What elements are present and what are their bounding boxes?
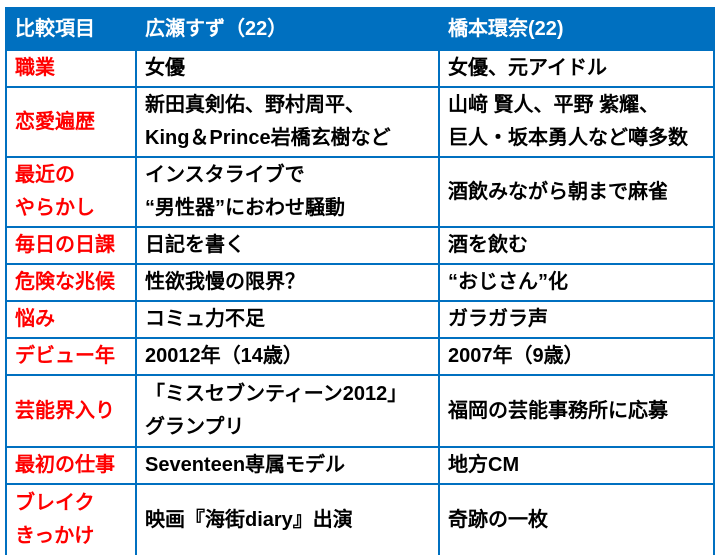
table-row: 悩み コミュ力不足 ガラガラ声 xyxy=(5,300,715,339)
suzu-value-cell: 女優 xyxy=(135,49,440,88)
row-label-cell: 最初の仕事 xyxy=(5,446,137,485)
header-compare-item: 比較項目 xyxy=(5,7,137,51)
table-row: 危険な兆候 性欲我慢の限界？ “おじさん”化 xyxy=(5,263,715,302)
row-label-cell: デビュー年 xyxy=(5,337,137,376)
table-row: 最初の仕事 Seventeen専属モデル 地方CM xyxy=(5,446,715,485)
row-label-cell: 恋愛遍歴 xyxy=(5,86,137,158)
kanna-value-cell: “おじさん”化 xyxy=(438,263,715,302)
suzu-value-cell: インスタライブで “男性器”におわせ騒動 xyxy=(135,156,440,228)
table-row: デビュー年 20012年（14歳） 2007年（9歳） xyxy=(5,337,715,376)
row-label-cell: 芸能界入り xyxy=(5,374,137,448)
row-label-cell: 職業 xyxy=(5,49,137,88)
kanna-value-cell: 女優、元アイドル xyxy=(438,49,715,88)
kanna-value-cell: 山﨑 賢人、平野 紫耀、 巨人・坂本勇人など噂多数 xyxy=(438,86,715,158)
suzu-value-cell: 性欲我慢の限界？ xyxy=(135,263,440,302)
row-label-cell: 悩み xyxy=(5,300,137,339)
kanna-value-cell: ガラガラ声 xyxy=(438,300,715,339)
row-label-cell: 毎日の日課 xyxy=(5,226,137,265)
suzu-value-cell: 映画『海街diary』出演 xyxy=(135,483,440,555)
row-label-cell: 危険な兆候 xyxy=(5,263,137,302)
kanna-value-cell: 福岡の芸能事務所に応募 xyxy=(438,374,715,448)
suzu-value-cell: 日記を書く xyxy=(135,226,440,265)
suzu-value-cell: 新田真剣佑、野村周平、 King＆Prince岩橋玄樹など xyxy=(135,86,440,158)
table-row: 毎日の日課 日記を書く 酒を飲む xyxy=(5,226,715,265)
table-row: 恋愛遍歴 新田真剣佑、野村周平、 King＆Prince岩橋玄樹など 山﨑 賢人… xyxy=(5,86,715,158)
kanna-value-cell: 酒飲みながら朝まで麻雀 xyxy=(438,156,715,228)
suzu-value-cell: コミュ力不足 xyxy=(135,300,440,339)
row-label-cell: ブレイク きっかけ xyxy=(5,483,137,555)
header-hirose-suzu: 広瀬すず（22） xyxy=(135,7,440,51)
kanna-value-cell: 奇跡の一枚 xyxy=(438,483,715,555)
table-row: 芸能界入り 「ミスセブンティーン2012」 グランプリ 福岡の芸能事務所に応募 xyxy=(5,374,715,448)
suzu-value-cell: 「ミスセブンティーン2012」 グランプリ xyxy=(135,374,440,448)
row-label-cell: 最近の やらかし xyxy=(5,156,137,228)
header-row: 比較項目 広瀬すず（22） 橋本環奈(22) xyxy=(5,7,715,51)
comparison-table: 比較項目 広瀬すず（22） 橋本環奈(22) 職業 女優 女優、元アイドル 恋愛… xyxy=(5,7,715,555)
suzu-value-cell: 20012年（14歳） xyxy=(135,337,440,376)
kanna-value-cell: 地方CM xyxy=(438,446,715,485)
table-row: ブレイク きっかけ 映画『海街diary』出演 奇跡の一枚 xyxy=(5,483,715,555)
kanna-value-cell: 2007年（9歳） xyxy=(438,337,715,376)
table-row: 職業 女優 女優、元アイドル xyxy=(5,49,715,88)
header-hashimoto-kanna: 橋本環奈(22) xyxy=(438,7,715,51)
suzu-value-cell: Seventeen専属モデル xyxy=(135,446,440,485)
table-row: 最近の やらかし インスタライブで “男性器”におわせ騒動 酒飲みながら朝まで麻… xyxy=(5,156,715,228)
kanna-value-cell: 酒を飲む xyxy=(438,226,715,265)
